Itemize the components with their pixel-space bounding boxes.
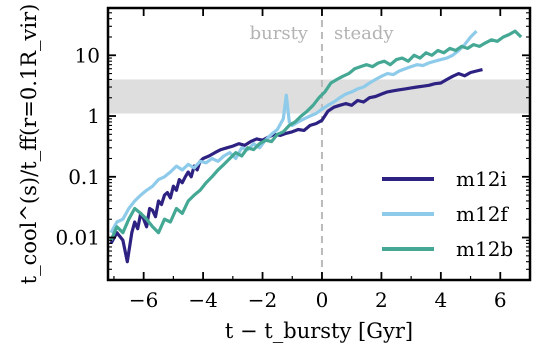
y-tick-label: 1: [87, 104, 100, 128]
label-bursty: bursty: [250, 23, 309, 44]
legend-label-m12i: m12i: [456, 167, 507, 191]
x-tick-label: −4: [188, 288, 217, 312]
x-tick-label: 6: [494, 288, 507, 312]
x-axis-label: t − t_bursty [Gyr]: [225, 319, 413, 343]
series-line-m12b: [109, 29, 523, 241]
x-tick-label: 4: [434, 288, 447, 312]
x-tick-label: −6: [129, 288, 158, 312]
plot-area: bursty steady: [108, 8, 530, 280]
legend: m12i m12f m12b: [382, 167, 513, 261]
x-tick-label: −2: [248, 288, 277, 312]
legend-label-m12f: m12f: [456, 202, 509, 226]
y-tick-label: 0.1: [68, 165, 100, 189]
x-tick-label: 0: [316, 288, 329, 312]
axes: −6 −4 −2 0 2 4 6 0.01 0.1 1 10 t − t_bursty [Gyr] t_…: [17, 4, 532, 343]
legend-label-m12b: m12b: [456, 237, 513, 261]
x-tick-label: 2: [375, 288, 388, 312]
axes-frame: [106, 6, 532, 282]
series-line-m12i: [109, 68, 483, 264]
y-tick-label: 10: [75, 43, 100, 67]
y-tick-label: 0.01: [55, 226, 100, 250]
label-steady: steady: [334, 23, 394, 44]
y-axis-label: t_cool^(s)/t_ff(r=0.1R_vir): [17, 4, 41, 285]
